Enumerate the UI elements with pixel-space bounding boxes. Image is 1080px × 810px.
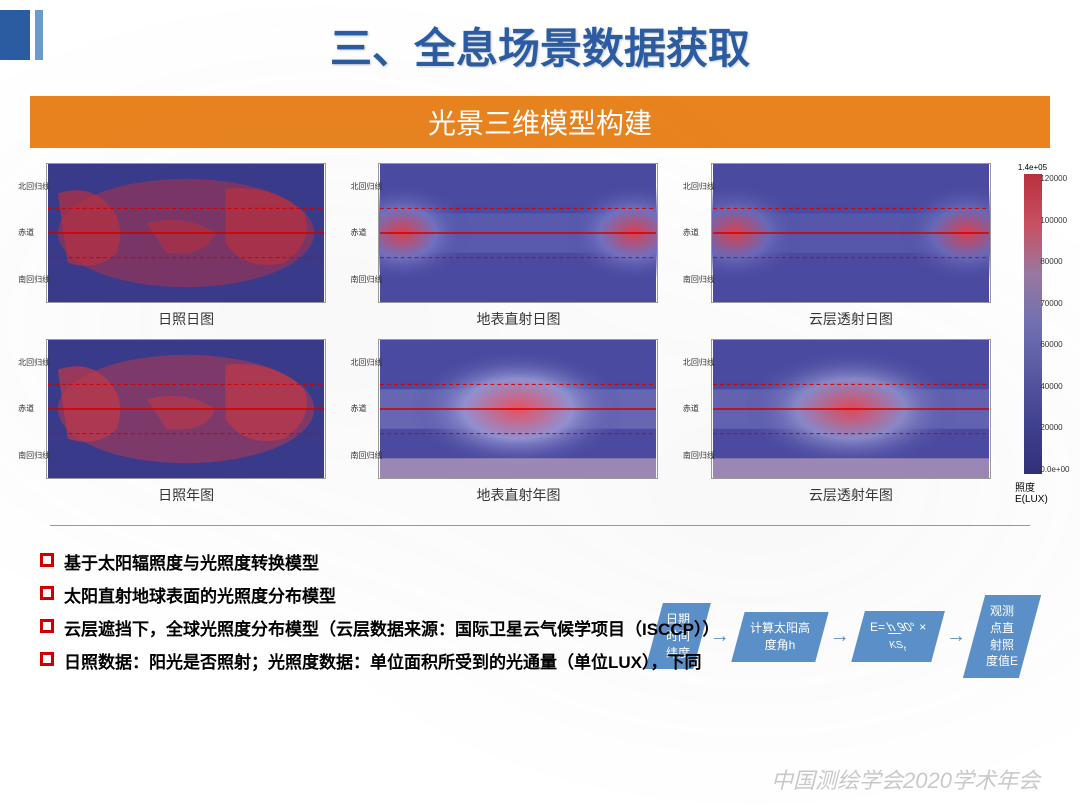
bullet-item: 太阳直射地球表面的光照度分布模型 bbox=[40, 582, 1040, 607]
header-accent-bar bbox=[0, 10, 30, 60]
header-accent-bar-2 bbox=[35, 10, 43, 60]
colorbar-gradient: 12000010000080000700006000040000200000.0… bbox=[1024, 174, 1042, 474]
bullet-item: 基于太阳辐照度与光照度转换模型 bbox=[40, 549, 1040, 574]
watermark: 中国测绘学会2020学术年会 bbox=[771, 763, 1040, 795]
bullet-marker-icon bbox=[40, 553, 54, 567]
page-title: 三、全息场景数据获取 bbox=[0, 15, 1080, 76]
bullet-item: 日照数据：阳光是否照射；光照度数据：单位面积所受到的光通量（单位LUX），下同 bbox=[40, 648, 1040, 673]
colorbar-ticks: 12000010000080000700006000040000200000.0… bbox=[1040, 174, 1069, 474]
bullet-marker-icon bbox=[40, 619, 54, 633]
bullet-item: 云层遮挡下，全球光照度分布模型（云层数据来源：国际卫星云气候学项目（ISCCP）… bbox=[40, 615, 1040, 640]
header: 三、全息场景数据获取 bbox=[0, 0, 1080, 86]
bullet-list: 基于太阳辐照度与光照度转换模型太阳直射地球表面的光照度分布模型云层遮挡下，全球光… bbox=[0, 536, 1080, 686]
bullet-marker-icon bbox=[40, 586, 54, 600]
bullet-marker-icon bbox=[40, 652, 54, 666]
